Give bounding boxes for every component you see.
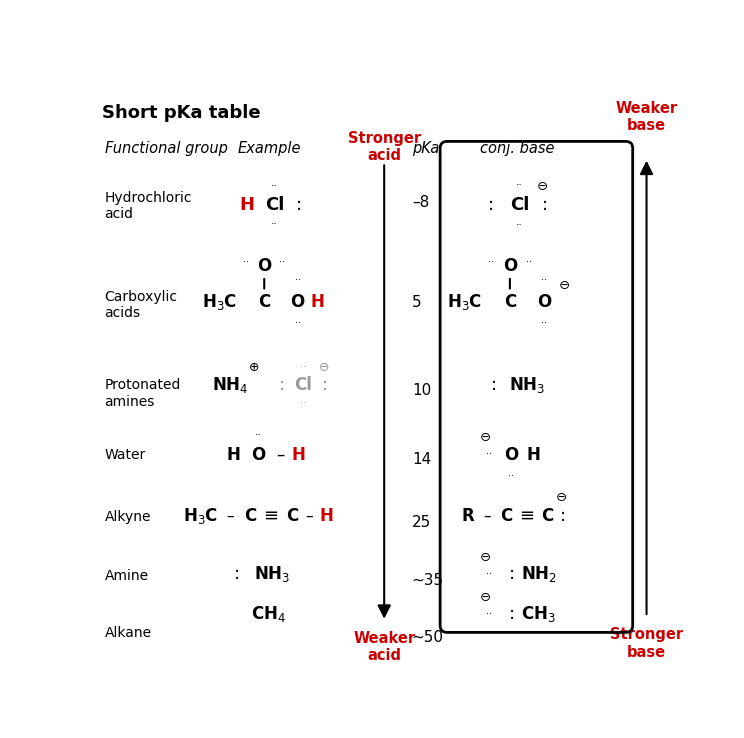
Text: ··: ·· [486,570,492,579]
Text: ··: ·· [486,609,492,619]
Text: Protonated
amines: Protonated amines [104,379,181,409]
Text: –: – [226,508,234,523]
Text: NH$_4$: NH$_4$ [211,375,248,395]
Text: –: – [276,446,285,463]
Text: Alkane: Alkane [104,626,152,640]
Text: Cl: Cl [265,196,284,214]
Text: Carboxylic
acids: Carboxylic acids [104,290,178,320]
Text: R: R [461,507,474,525]
Text: O: O [257,258,272,275]
Text: –: – [306,508,313,523]
Text: ··: ·· [542,275,548,285]
Text: :: : [234,565,240,584]
Text: C: C [500,507,513,525]
Text: ⊖: ⊖ [480,551,490,564]
Text: ⊖: ⊖ [537,180,548,193]
Text: NH$_2$: NH$_2$ [521,565,557,584]
Text: ··: ·· [516,180,523,190]
Text: Functional group: Functional group [104,141,228,156]
Text: H: H [311,293,325,311]
Text: C: C [258,293,270,311]
Text: :: : [296,196,302,214]
Text: H: H [292,446,306,463]
Text: ⊖: ⊖ [319,360,330,373]
Text: Hydrochloric
acid: Hydrochloric acid [104,191,192,221]
Text: H: H [226,446,240,463]
Text: H: H [240,196,254,214]
Text: :: : [542,196,548,214]
Text: :: : [491,376,497,394]
Text: ··: ·· [279,257,285,267]
Text: conj. base: conj. base [480,141,554,156]
Text: O: O [251,446,266,463]
Text: H: H [526,446,540,463]
Text: –: – [483,508,490,523]
Text: Water: Water [104,448,146,462]
Text: O: O [504,446,518,463]
Text: O: O [537,293,551,311]
Text: Stronger
base: Stronger base [610,627,683,660]
Text: ··: ·· [486,449,492,460]
Text: ~35: ~35 [412,573,444,588]
Text: :: : [509,565,516,584]
Text: O: O [503,258,517,275]
Text: CH$_3$: CH$_3$ [522,604,556,624]
Text: ··: ·· [295,275,301,285]
Text: ··: ·· [488,257,494,267]
Text: O: O [291,293,305,311]
Text: ≡: ≡ [519,507,534,525]
Text: Cl: Cl [295,376,312,394]
Text: :: : [560,507,566,525]
Text: Alkyne: Alkyne [104,510,151,524]
Text: ··: ·· [542,318,548,328]
Text: C: C [504,293,516,311]
Text: ··: ·· [272,218,278,229]
Text: :: : [509,605,516,623]
Text: ··: ·· [301,399,307,408]
Text: CH$_4$: CH$_4$ [251,604,286,624]
Text: ··: ·· [272,182,278,191]
Text: ··: ·· [255,430,262,440]
Text: ⊖: ⊖ [480,431,490,444]
Text: ⊖: ⊖ [480,590,490,604]
Text: :: : [278,376,285,394]
Text: ··: ·· [243,257,248,267]
Text: ~50: ~50 [412,630,444,645]
Text: pKa: pKa [412,141,439,156]
Text: :: : [322,376,328,394]
Text: H: H [320,507,333,525]
Text: NH$_3$: NH$_3$ [254,565,289,584]
Text: H$_3$C: H$_3$C [202,292,237,311]
Text: NH$_3$: NH$_3$ [509,375,545,395]
Text: 14: 14 [412,452,431,467]
Text: C: C [541,507,553,525]
Text: ≡: ≡ [263,507,278,525]
Text: 10: 10 [412,383,431,398]
Text: ⊖: ⊖ [559,279,570,292]
Text: ··: ·· [516,220,523,230]
Text: ⊕: ⊕ [249,360,260,373]
Text: H$_3$C: H$_3$C [183,506,219,526]
Text: Stronger
acid: Stronger acid [347,131,421,163]
Text: Example: Example [237,141,301,156]
Text: C: C [286,507,298,525]
Text: C: C [244,507,257,525]
Text: Weaker
base: Weaker base [615,101,678,134]
Text: Short pKa table: Short pKa table [102,105,260,123]
Text: 25: 25 [412,515,431,530]
Text: ··: ·· [295,318,301,328]
Text: ⊖: ⊖ [557,492,568,504]
Text: :: : [488,196,494,214]
Text: Amine: Amine [104,569,149,583]
Text: H$_3$C: H$_3$C [447,292,483,311]
Text: Cl: Cl [510,196,530,214]
Text: 5: 5 [412,295,422,310]
Text: –8: –8 [412,196,429,210]
Text: ··: ·· [527,257,533,267]
Text: ··: ·· [301,362,307,372]
Text: ··: ·· [508,471,514,481]
Text: Weaker
acid: Weaker acid [353,631,415,663]
